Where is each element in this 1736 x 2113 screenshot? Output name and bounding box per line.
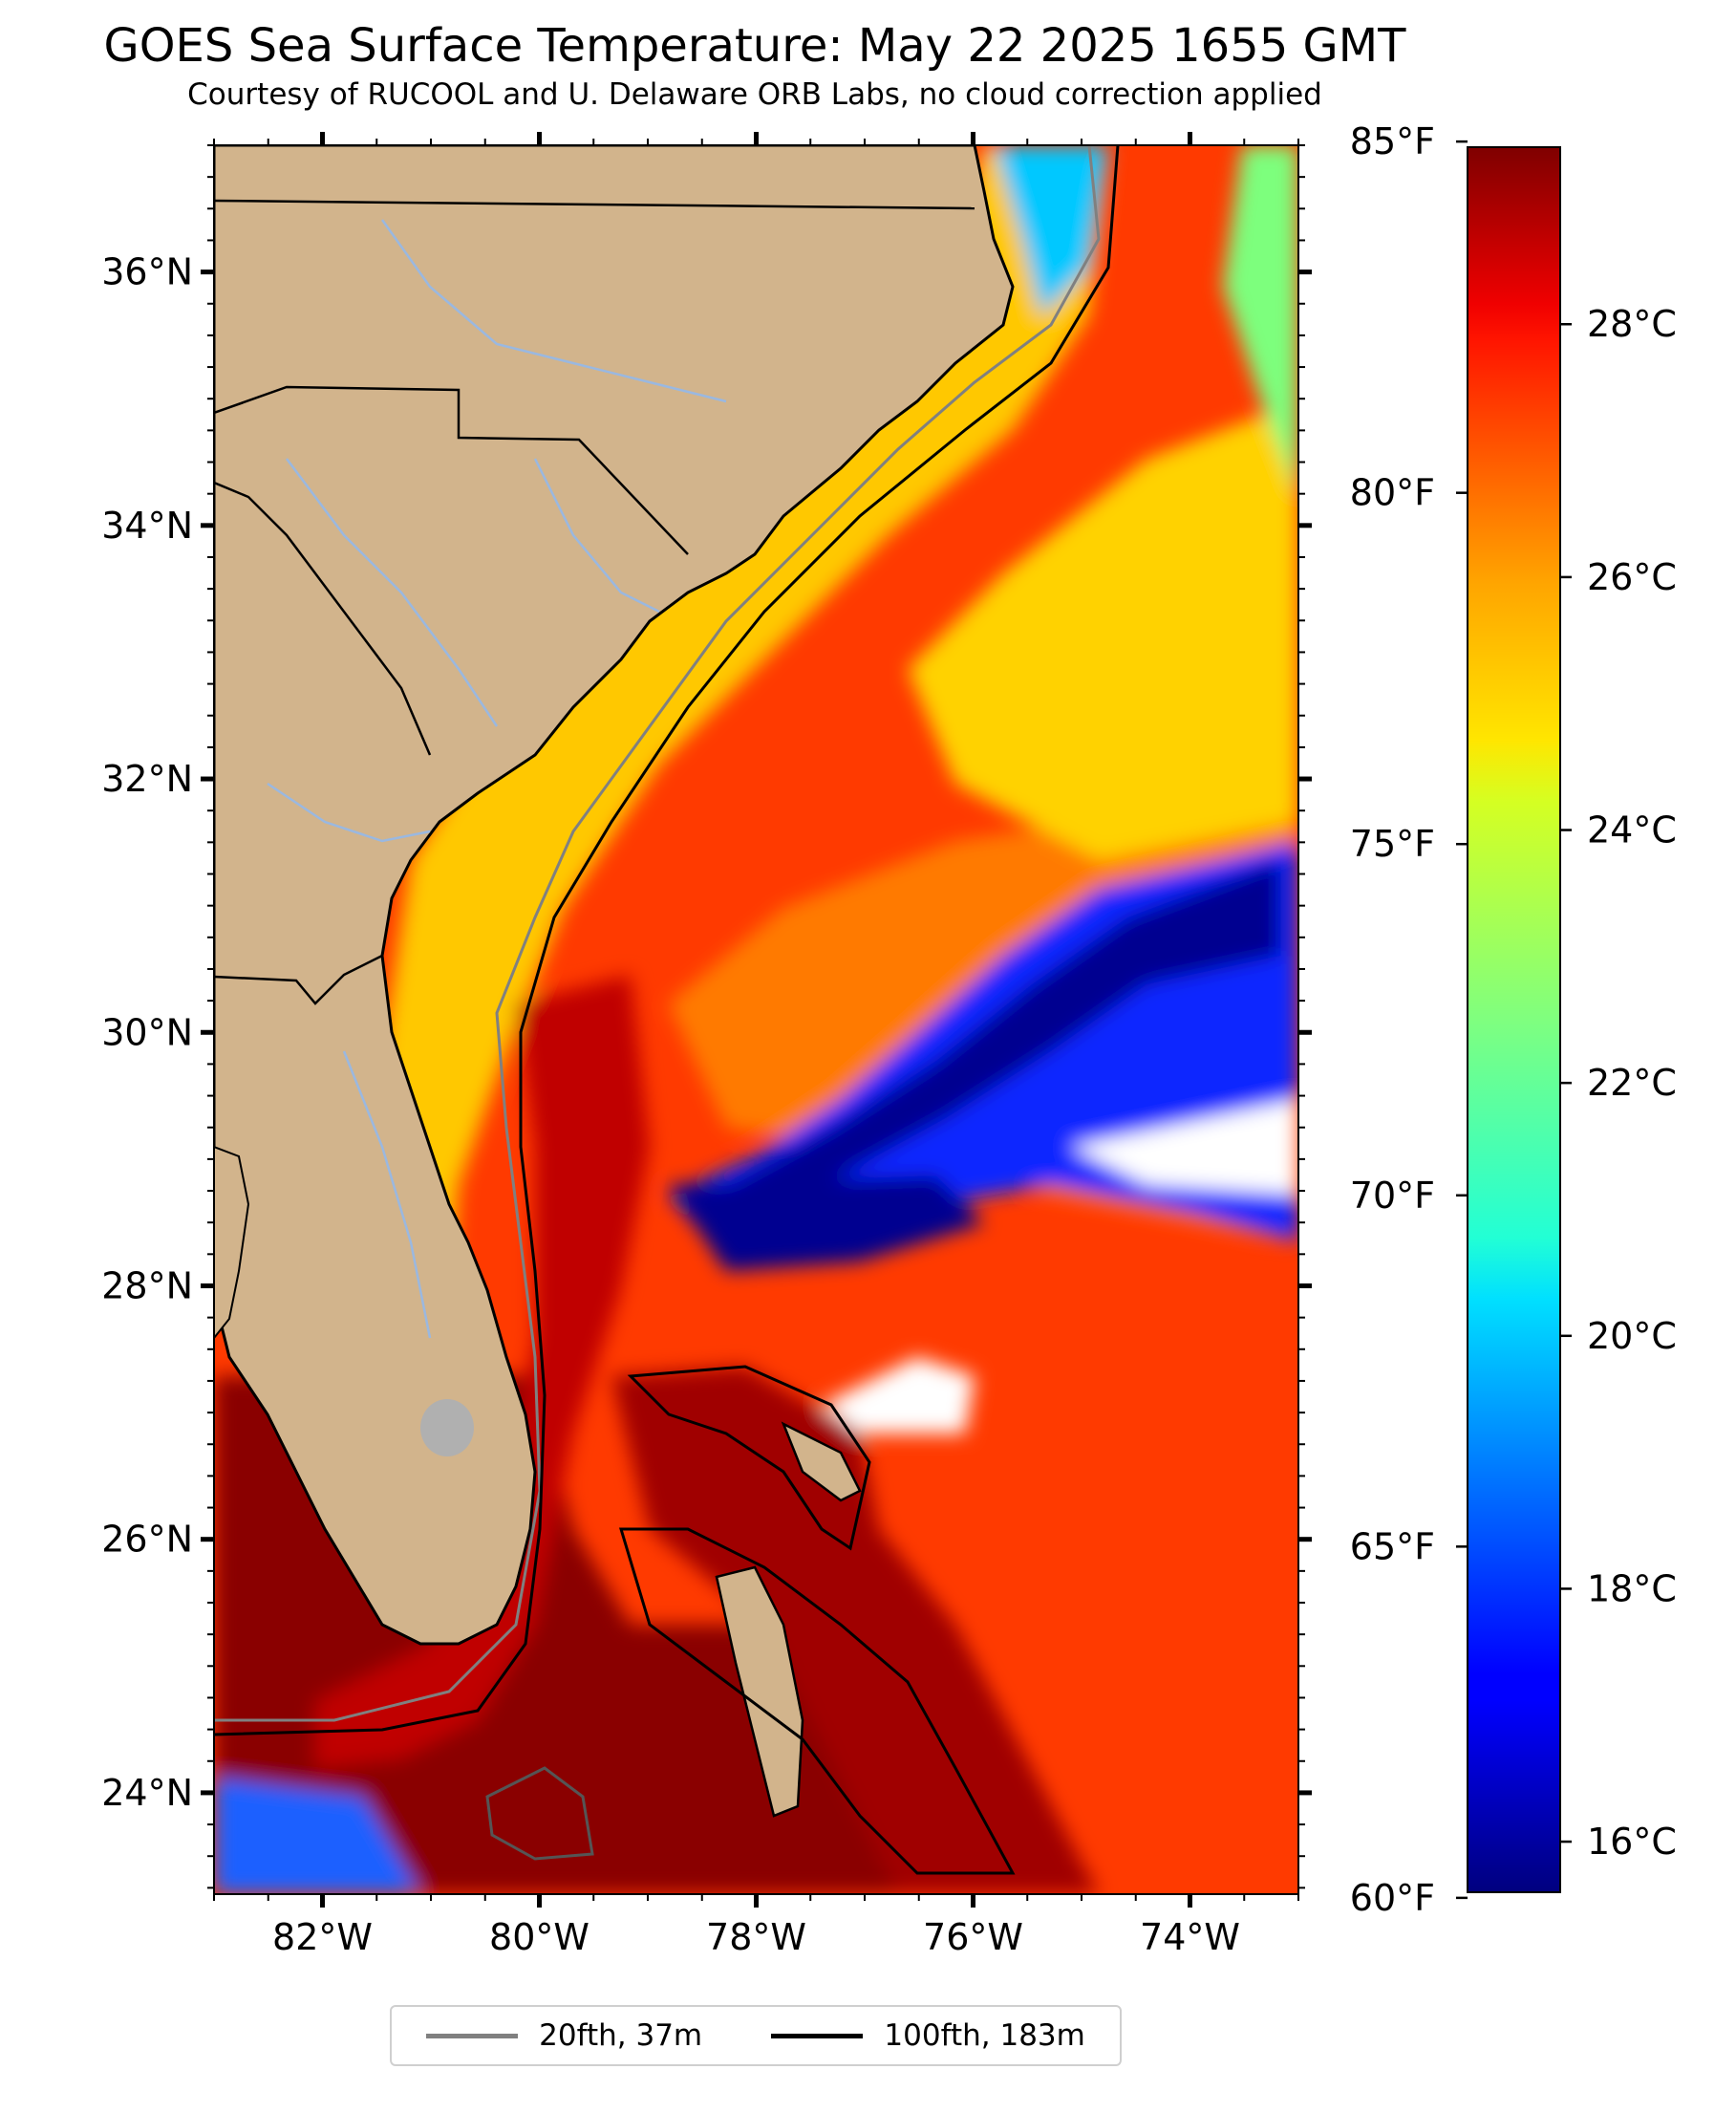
legend-entry-100fth: 100fth, 183m — [771, 2018, 1085, 2053]
cloud-mask-south — [822, 1357, 975, 1434]
cloud-mask-east — [1070, 1099, 1298, 1195]
legend-swatch-100fth — [771, 2033, 864, 2038]
contour-cay-sal — [485, 1766, 594, 1861]
latitude-axis: 24°N 26°N 28°N 30°N 32°N 34°N 36°N — [101, 144, 1312, 1889]
contour-great-bahama — [618, 1527, 1016, 1875]
sst-cold-core — [726, 860, 1280, 1223]
lat-tick-label: 30°N — [101, 1011, 193, 1053]
map-area — [214, 145, 1298, 1894]
contour-legend: 20fth, 37m 100fth, 183m — [390, 2005, 1122, 2066]
lat-tick-label: 24°N — [101, 1772, 193, 1814]
sst-shelf-yellow — [382, 145, 1108, 1319]
lat-tick-label: 28°N — [101, 1264, 193, 1306]
celsius-tick-label: 26°C — [1587, 556, 1677, 598]
celsius-tick-label: 28°C — [1587, 303, 1677, 345]
fahrenheit-tick-label: 85°F — [1350, 120, 1435, 162]
legend-swatch-20fth — [426, 2033, 519, 2038]
legend-entry-20fth: 20fth, 37m — [426, 2018, 702, 2053]
florida-west-shore-strip — [214, 1145, 250, 1340]
colorbar-gradient — [1467, 146, 1561, 1893]
fahrenheit-tick-label: 80°F — [1350, 472, 1435, 514]
sst-bahamas-bank-warm — [611, 1367, 1099, 1894]
chart-title: GOES Sea Surface Temperature: May 22 202… — [103, 19, 1406, 73]
rivers — [267, 219, 727, 1339]
sst-northeast-green — [1223, 145, 1298, 497]
colorbar-fahrenheit-axis: 60°F 65°F 70°F 75°F 80°F 85°F — [1350, 120, 1468, 1919]
fahrenheit-tick-label: 60°F — [1350, 1877, 1435, 1919]
us-landmass — [214, 145, 1015, 1646]
celsius-tick-label: 24°C — [1587, 809, 1677, 852]
colorbar: 16°C 18°C 20°C 22°C 24°C 26°C 28°C 60°F 65°F 70°… — [1350, 120, 1677, 1919]
chart-subtitle: Courtesy of RUCOOL and U. Delaware ORB L… — [187, 77, 1322, 112]
lat-tick-label: 26°N — [101, 1519, 193, 1561]
lon-tick-label: 74°W — [1140, 1916, 1240, 1958]
lon-tick-label: 82°W — [272, 1916, 373, 1958]
lat-tick-label: 36°N — [101, 251, 193, 293]
celsius-tick-label: 16°C — [1587, 1821, 1677, 1863]
legend-label-20fth: 20fth, 37m — [539, 2018, 703, 2053]
legend-label-100fth: 100fth, 183m — [884, 2018, 1085, 2053]
lon-tick-label: 78°W — [706, 1916, 806, 1958]
celsius-tick-label: 18°C — [1587, 1567, 1677, 1609]
fahrenheit-tick-label: 65°F — [1350, 1525, 1435, 1567]
celsius-tick-label: 20°C — [1587, 1315, 1677, 1357]
lon-tick-label: 76°W — [923, 1916, 1023, 1958]
fahrenheit-tick-label: 70°F — [1350, 1175, 1435, 1217]
sst-offshore-yellow — [908, 401, 1298, 860]
lake-okeechobee — [420, 1399, 474, 1456]
lat-tick-label: 34°N — [101, 505, 193, 547]
celsius-tick-label: 22°C — [1587, 1062, 1677, 1104]
state-borders — [214, 199, 975, 1005]
contour-100fth — [214, 145, 1120, 1736]
longitude-axis: 82°W 80°W 78°W 76°W 74°W — [213, 132, 1299, 1958]
contour-20fth — [214, 145, 1101, 1722]
fahrenheit-tick-label: 75°F — [1350, 823, 1435, 865]
lon-tick-label: 80°W — [489, 1916, 589, 1958]
sst-sw-cold — [214, 1778, 420, 1894]
sst-gulf-stream-core — [315, 975, 650, 1768]
contour-bahamas-bank — [627, 1365, 871, 1551]
sst-cold-blob-south — [669, 1175, 984, 1271]
colorbar-celsius-axis: 16°C 18°C 20°C 22°C 24°C 26°C 28°C — [1560, 303, 1677, 1863]
bahamas — [715, 1421, 862, 1818]
lat-tick-label: 32°N — [101, 758, 193, 800]
